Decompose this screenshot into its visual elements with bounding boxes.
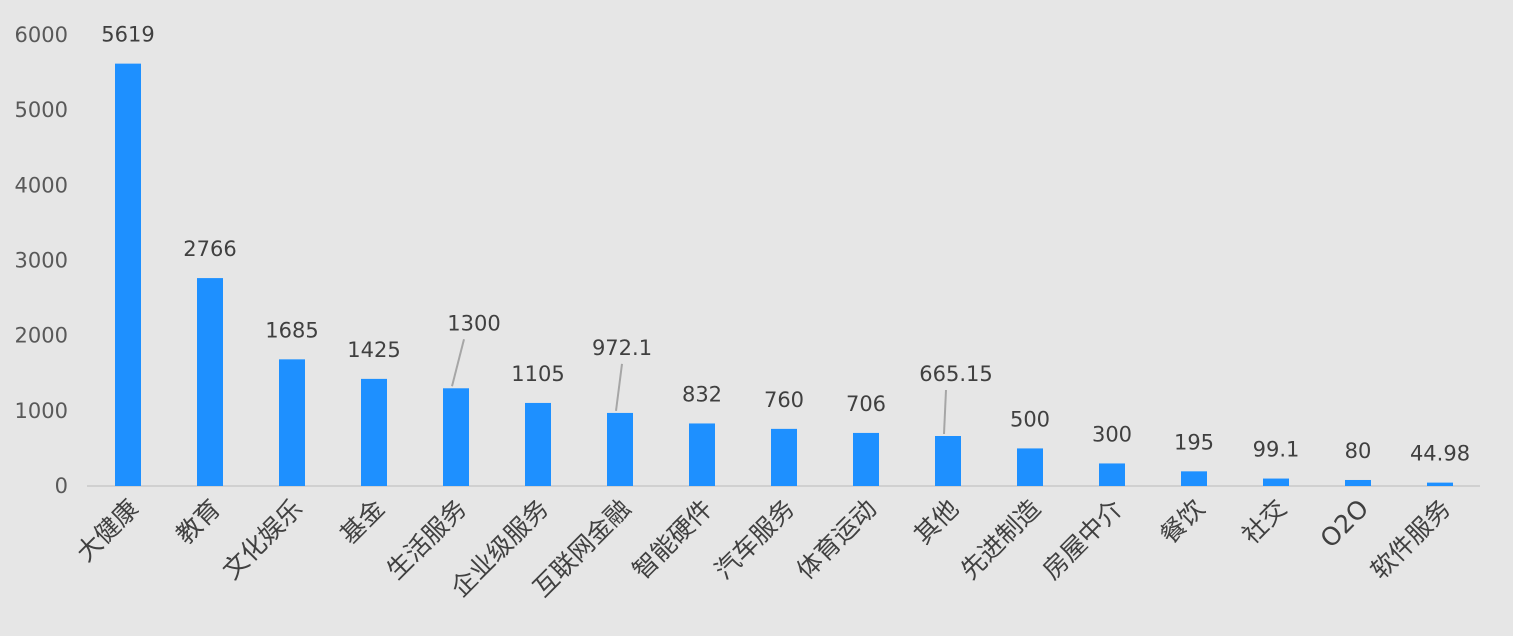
x-tick-label: O2O bbox=[1315, 494, 1375, 554]
y-tick-label: 5000 bbox=[15, 98, 68, 122]
data-label: 1425 bbox=[347, 338, 400, 362]
bar bbox=[1017, 448, 1043, 486]
x-tick-label: 基金 bbox=[334, 494, 390, 550]
data-labels: 5619 2766 1685 1425 1300 1105 972.1 832 760 706 66… bbox=[101, 23, 1470, 466]
x-tick-label: 其他 bbox=[908, 494, 964, 550]
bar bbox=[525, 402, 551, 486]
data-label: 500 bbox=[1010, 407, 1050, 431]
leader-line bbox=[943, 389, 947, 435]
bar bbox=[1181, 471, 1207, 486]
x-tick-label: 汽车服务 bbox=[709, 494, 800, 585]
data-label: 80 bbox=[1345, 439, 1372, 463]
y-tick-label: 4000 bbox=[15, 173, 68, 197]
x-tick-label: 先进制造 bbox=[955, 494, 1046, 585]
bar bbox=[1345, 479, 1371, 486]
data-label: 972.1 bbox=[592, 336, 652, 360]
y-tick-label: 6000 bbox=[15, 23, 68, 47]
bar bbox=[607, 412, 633, 486]
data-label: 832 bbox=[682, 382, 722, 406]
data-label: 760 bbox=[764, 388, 804, 412]
data-label: 706 bbox=[846, 392, 886, 416]
bar bbox=[361, 378, 387, 486]
x-tick-label: 教育 bbox=[170, 494, 226, 550]
x-tick-label: 大健康 bbox=[71, 494, 145, 568]
bar bbox=[771, 428, 797, 486]
bar bbox=[443, 388, 469, 486]
data-label: 1105 bbox=[511, 362, 564, 386]
bar bbox=[1427, 482, 1453, 486]
data-label: 44.98 bbox=[1410, 442, 1470, 466]
bar bbox=[279, 359, 305, 486]
leader-line bbox=[451, 339, 465, 387]
x-tick-label: 社交 bbox=[1236, 494, 1292, 550]
bar bbox=[1099, 463, 1125, 486]
x-tick-label: 智能硬件 bbox=[627, 494, 718, 585]
data-label: 665.15 bbox=[919, 362, 992, 386]
bar bbox=[1263, 478, 1289, 486]
data-label: 5619 bbox=[101, 23, 154, 47]
bar bbox=[115, 63, 141, 487]
y-tick-label: 3000 bbox=[15, 249, 68, 273]
data-label: 2766 bbox=[183, 237, 236, 261]
x-tick-label: 房屋中介 bbox=[1037, 494, 1128, 585]
data-label: 1685 bbox=[265, 318, 318, 342]
x-tick-label: 餐饮 bbox=[1154, 494, 1210, 550]
y-tick-label: 2000 bbox=[15, 324, 68, 348]
data-label: 1300 bbox=[447, 311, 500, 335]
x-tick-label: 软件服务 bbox=[1365, 494, 1456, 585]
bar bbox=[689, 423, 715, 486]
bar bbox=[197, 278, 223, 486]
y-axis: 0 1000 2000 3000 4000 5000 6000 bbox=[15, 23, 68, 498]
y-tick-label: 0 bbox=[55, 474, 68, 498]
x-tick-label: 文化娱乐 bbox=[217, 494, 308, 585]
y-tick-label: 1000 bbox=[15, 399, 68, 423]
bar bbox=[935, 436, 961, 486]
data-label: 99.1 bbox=[1253, 438, 1300, 462]
x-tick-label: 体育运动 bbox=[791, 494, 882, 585]
bars bbox=[115, 63, 1453, 487]
data-label: 195 bbox=[1174, 430, 1214, 454]
data-label: 300 bbox=[1092, 422, 1132, 446]
leader-line bbox=[615, 363, 623, 412]
bar bbox=[853, 432, 879, 486]
